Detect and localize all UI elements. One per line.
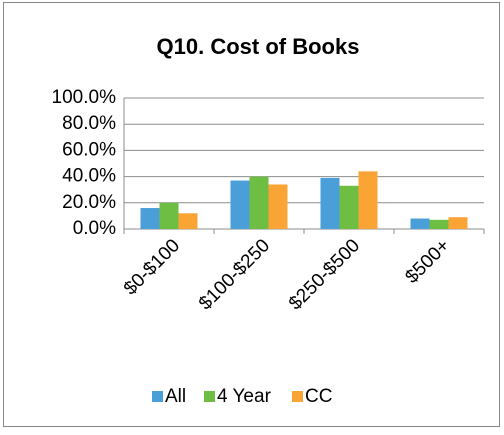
y-tick-label: 20.0% [62, 192, 116, 213]
bar [429, 219, 449, 229]
bar [159, 202, 179, 229]
legend-label: 4 Year [217, 386, 272, 407]
legend-label: CC [305, 386, 332, 407]
legend-label: All [165, 386, 186, 407]
bar [320, 177, 340, 229]
bar [140, 208, 160, 229]
y-tick-label: 40.0% [62, 166, 116, 187]
y-tick-label: 0.0% [73, 218, 116, 239]
y-tick-label: 100.0% [52, 87, 117, 108]
bar [339, 185, 359, 229]
bar [230, 180, 250, 229]
chart-title: Q10. Cost of Books [157, 34, 360, 59]
legend-swatch [292, 391, 303, 402]
bar [410, 218, 430, 229]
bar [268, 184, 288, 229]
y-tick-label: 80.0% [62, 113, 116, 134]
bar [249, 176, 269, 229]
bar [448, 217, 468, 229]
bar [358, 171, 378, 229]
legend-swatch [152, 391, 163, 402]
legend-swatch [204, 391, 215, 402]
bar [178, 213, 198, 229]
y-tick-label: 60.0% [62, 139, 116, 160]
